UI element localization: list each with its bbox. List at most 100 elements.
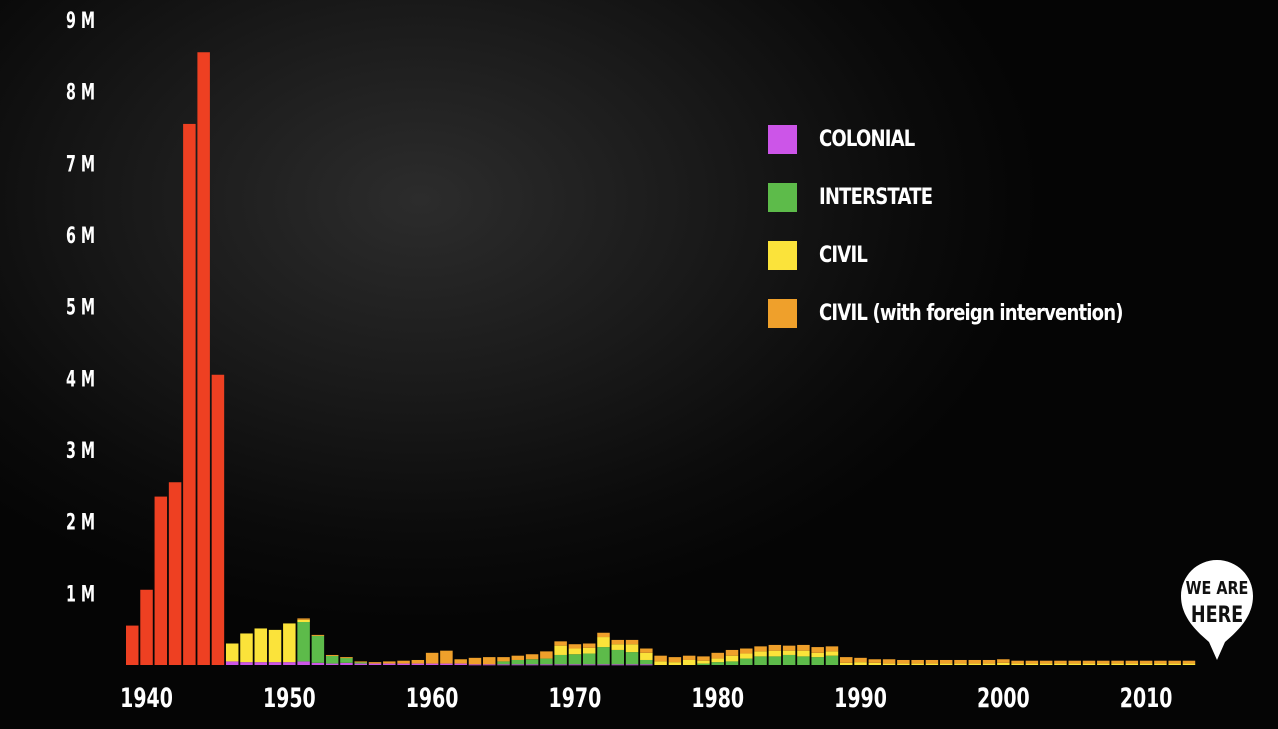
legend-item-civil-foreign: CIVIL (with foreign intervention) bbox=[768, 298, 1189, 328]
y-tick-label: 2 M bbox=[66, 509, 95, 535]
legend-label-civil: CIVIL bbox=[819, 242, 868, 268]
bar-civil-foreign-2007 bbox=[1097, 660, 1110, 664]
bar-colonial-1946 bbox=[225, 661, 239, 665]
bar-civil-foreign-1987 bbox=[811, 647, 824, 653]
bar-civil-1950 bbox=[283, 623, 296, 663]
bar-civil-foreign-1964 bbox=[483, 657, 496, 665]
bar-civil-foreign-1952 bbox=[311, 634, 325, 636]
bar-colonial-1956 bbox=[368, 663, 382, 665]
bar-ww2-1941 bbox=[154, 496, 168, 665]
bar-civil-1951 bbox=[297, 619, 310, 622]
bar-interstate-1972 bbox=[597, 647, 610, 665]
bar-interstate-1988 bbox=[825, 655, 839, 665]
bar-interstate-1969 bbox=[554, 654, 567, 665]
bar-civil-1979 bbox=[697, 660, 710, 664]
bar-civil-1992 bbox=[882, 663, 896, 665]
bar-civil-1993 bbox=[897, 663, 910, 665]
bar-civil-foreign-1985 bbox=[782, 645, 796, 651]
bar-civil-foreign-1997 bbox=[954, 659, 967, 664]
bar-colonial-1950 bbox=[283, 662, 296, 665]
bar-colonial-1957 bbox=[383, 663, 396, 665]
bar-civil-foreign-2006 bbox=[1082, 660, 1096, 664]
bar-colonial-1966 bbox=[511, 664, 525, 666]
bar-civil-foreign-1968 bbox=[540, 651, 553, 659]
bar-civil-foreign-2012 bbox=[1168, 660, 1181, 664]
bar-colonial-1954 bbox=[340, 662, 353, 665]
bar-civil-foreign-1970 bbox=[568, 644, 582, 649]
bar-civil-foreign-1969 bbox=[554, 641, 567, 646]
bar-interstate-1975 bbox=[640, 659, 653, 665]
bar-colonial-1963 bbox=[468, 664, 482, 666]
bar-civil-1975 bbox=[640, 652, 653, 660]
bar-civil-1994 bbox=[911, 663, 924, 665]
bar-civil-foreign-1977 bbox=[668, 657, 682, 663]
legend-label-civil-foreign: CIVIL (with foreign intervention) bbox=[819, 300, 1124, 326]
x-tick-label: 1950 bbox=[263, 682, 316, 713]
bar-interstate-1973 bbox=[611, 649, 625, 665]
bar-interstate-1971 bbox=[582, 653, 596, 665]
bar-civil-foreign-1961 bbox=[440, 650, 453, 664]
bar-civil-foreign-1995 bbox=[925, 659, 939, 664]
bar-civil-foreign-1967 bbox=[525, 654, 539, 660]
bar-civil-1982 bbox=[740, 653, 753, 659]
bar-civil-1980 bbox=[711, 658, 724, 663]
bar-civil-1947 bbox=[240, 633, 253, 663]
bar-civil-foreign-1994 bbox=[911, 659, 924, 664]
bar-interstate-1983 bbox=[754, 656, 767, 665]
bar-colonial-1959 bbox=[411, 663, 425, 665]
y-tick-label: 9 M bbox=[66, 7, 95, 33]
bar-civil-foreign-1980 bbox=[711, 652, 724, 659]
bar-civil-foreign-1958 bbox=[397, 660, 410, 664]
bar-colonial-1971 bbox=[582, 664, 596, 666]
bar-interstate-1980 bbox=[711, 662, 724, 665]
bar-civil-foreign-1962 bbox=[454, 659, 467, 664]
bar-civil-1996 bbox=[939, 663, 953, 665]
bar-interstate-1954 bbox=[340, 657, 353, 663]
bar-civil-foreign-2011 bbox=[1154, 660, 1167, 664]
bar-interstate-1974 bbox=[625, 652, 639, 665]
bar-colonial-1948 bbox=[254, 662, 268, 665]
legend-swatch-interstate bbox=[768, 182, 797, 212]
bar-colonial-1972 bbox=[597, 664, 610, 666]
bar-civil-foreign-1991 bbox=[868, 659, 882, 663]
bar-civil-foreign-1973 bbox=[611, 639, 625, 645]
bar-civil-1971 bbox=[582, 647, 596, 654]
bar-interstate-1981 bbox=[725, 661, 739, 665]
marker-line2: HERE bbox=[1191, 602, 1243, 627]
bar-civil-1948 bbox=[254, 628, 268, 663]
bar-civil-foreign-1957 bbox=[383, 661, 396, 664]
y-tick-label: 3 M bbox=[66, 437, 95, 463]
bar-civil-foreign-1976 bbox=[654, 655, 667, 662]
bar-civil-foreign-1971 bbox=[582, 643, 596, 648]
bar-civil-1972 bbox=[597, 637, 610, 648]
bar-civil-foreign-2010 bbox=[1139, 660, 1153, 664]
bar-civil-2003 bbox=[1039, 663, 1053, 665]
bar-interstate-1965 bbox=[497, 661, 510, 665]
legend-swatch-civil bbox=[768, 240, 797, 270]
bar-interstate-1952 bbox=[311, 635, 325, 663]
y-tick-label: 6 M bbox=[66, 222, 95, 248]
bar-civil-foreign-1953 bbox=[325, 654, 339, 656]
bar-civil-foreign-1954 bbox=[340, 657, 353, 659]
bar-civil-foreign-1982 bbox=[740, 648, 753, 654]
bar-interstate-1986 bbox=[797, 656, 810, 665]
bar-interstate-1987 bbox=[811, 657, 824, 665]
legend-swatch-civil-foreign bbox=[768, 298, 797, 328]
bar-civil-1997 bbox=[954, 663, 967, 665]
bar-civil-foreign-1992 bbox=[882, 659, 896, 664]
bar-colonial-1951 bbox=[297, 661, 310, 665]
bar-colonial-1965 bbox=[497, 664, 510, 666]
bar-colonial-1974 bbox=[625, 664, 639, 666]
y-tick-label: 5 M bbox=[66, 294, 95, 320]
bar-interstate-1970 bbox=[568, 654, 582, 665]
bar-civil-foreign-1983 bbox=[754, 646, 767, 652]
x-tick-label: 1940 bbox=[120, 682, 173, 713]
y-tick-label: 8 M bbox=[66, 79, 95, 105]
marker-line1: WE ARE bbox=[1186, 577, 1249, 598]
bar-colonial-1973 bbox=[611, 664, 625, 666]
bar-civil-1981 bbox=[725, 655, 739, 662]
bar-civil-foreign-1956 bbox=[368, 662, 382, 664]
bar-civil-foreign-1981 bbox=[725, 649, 739, 656]
bar-civil-2010 bbox=[1139, 663, 1153, 665]
